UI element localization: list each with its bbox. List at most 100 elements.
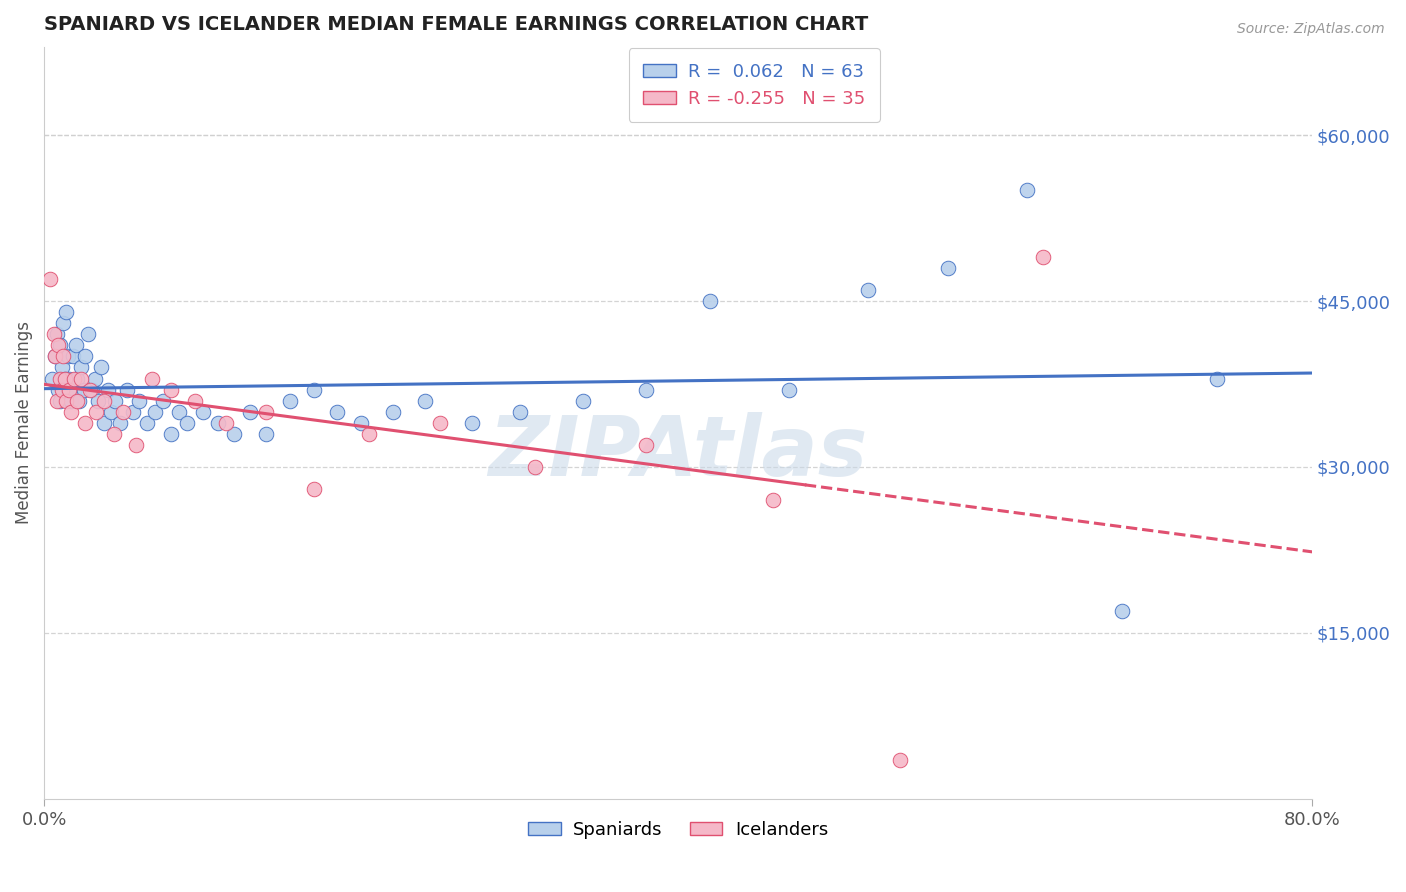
Point: [104, 393, 127, 408]
Point: [160, 383, 183, 397]
Point: [56, 383, 79, 397]
Point: [167, 405, 190, 419]
Point: [86, 405, 108, 419]
Point: [762, 493, 785, 508]
Point: [1032, 250, 1054, 264]
Point: [58, 383, 80, 397]
Point: [699, 294, 721, 309]
Point: [67, 393, 90, 408]
Point: [75, 416, 97, 430]
Point: [62, 350, 84, 364]
Point: [215, 416, 238, 430]
Point: [429, 416, 451, 430]
Point: [52, 350, 75, 364]
Point: [39, 272, 62, 286]
Point: [357, 426, 380, 441]
Point: [48, 338, 70, 352]
Point: [58, 371, 80, 385]
Point: [108, 416, 131, 430]
Point: [51, 360, 73, 375]
Point: [65, 338, 87, 352]
Point: [413, 393, 436, 408]
Point: [77, 327, 100, 342]
Legend: Spaniards, Icelanders: Spaniards, Icelanders: [520, 814, 835, 847]
Point: [52, 316, 75, 330]
Point: [45, 393, 67, 408]
Point: [79, 383, 101, 397]
Point: [326, 405, 349, 419]
Point: [100, 405, 122, 419]
Point: [1206, 371, 1229, 385]
Point: [509, 405, 531, 419]
Point: [87, 393, 110, 408]
Point: [128, 393, 150, 408]
Point: [73, 383, 96, 397]
Point: [176, 416, 198, 430]
Point: [381, 405, 404, 419]
Point: [55, 305, 77, 319]
Point: [191, 405, 214, 419]
Point: [42, 327, 65, 342]
Point: [1111, 604, 1133, 618]
Point: [136, 416, 159, 430]
Point: [141, 371, 163, 385]
Point: [278, 393, 301, 408]
Point: [66, 371, 89, 385]
Point: [63, 371, 86, 385]
Text: Source: ZipAtlas.com: Source: ZipAtlas.com: [1237, 22, 1385, 37]
Text: ZIPAtlas: ZIPAtlas: [488, 412, 868, 493]
Point: [90, 360, 112, 375]
Point: [524, 460, 547, 475]
Point: [112, 405, 135, 419]
Point: [69, 371, 91, 385]
Text: SPANIARD VS ICELANDER MEDIAN FEMALE EARNINGS CORRELATION CHART: SPANIARD VS ICELANDER MEDIAN FEMALE EARN…: [44, 15, 869, 34]
Y-axis label: Median Female Earnings: Median Female Earnings: [15, 321, 32, 524]
Point: [75, 350, 97, 364]
Point: [41, 371, 63, 385]
Point: [53, 371, 76, 385]
Point: [83, 371, 105, 385]
Point: [160, 426, 183, 441]
Point: [1015, 184, 1038, 198]
Point: [44, 350, 66, 364]
Point: [55, 393, 77, 408]
Point: [889, 753, 911, 767]
Point: [350, 416, 373, 430]
Point: [152, 393, 174, 408]
Point: [63, 383, 86, 397]
Point: [93, 393, 115, 408]
Point: [183, 393, 205, 408]
Point: [302, 383, 325, 397]
Point: [122, 405, 145, 419]
Point: [103, 426, 125, 441]
Point: [636, 383, 658, 397]
Point: [51, 383, 73, 397]
Point: [254, 426, 277, 441]
Point: [44, 350, 66, 364]
Point: [936, 260, 959, 275]
Point: [224, 426, 246, 441]
Point: [572, 393, 595, 408]
Point: [143, 405, 166, 419]
Point: [48, 383, 70, 397]
Point: [461, 416, 484, 430]
Point: [49, 338, 72, 352]
Point: [778, 383, 800, 397]
Point: [93, 416, 115, 430]
Point: [66, 393, 89, 408]
Point: [49, 393, 72, 408]
Point: [80, 383, 103, 397]
Point: [56, 350, 79, 364]
Point: [53, 371, 76, 385]
Point: [60, 405, 83, 419]
Point: [96, 383, 118, 397]
Point: [45, 327, 67, 342]
Point: [254, 405, 277, 419]
Point: [125, 438, 148, 452]
Point: [60, 393, 83, 408]
Point: [69, 360, 91, 375]
Point: [115, 383, 138, 397]
Point: [858, 283, 880, 297]
Point: [636, 438, 658, 452]
Point: [302, 482, 325, 496]
